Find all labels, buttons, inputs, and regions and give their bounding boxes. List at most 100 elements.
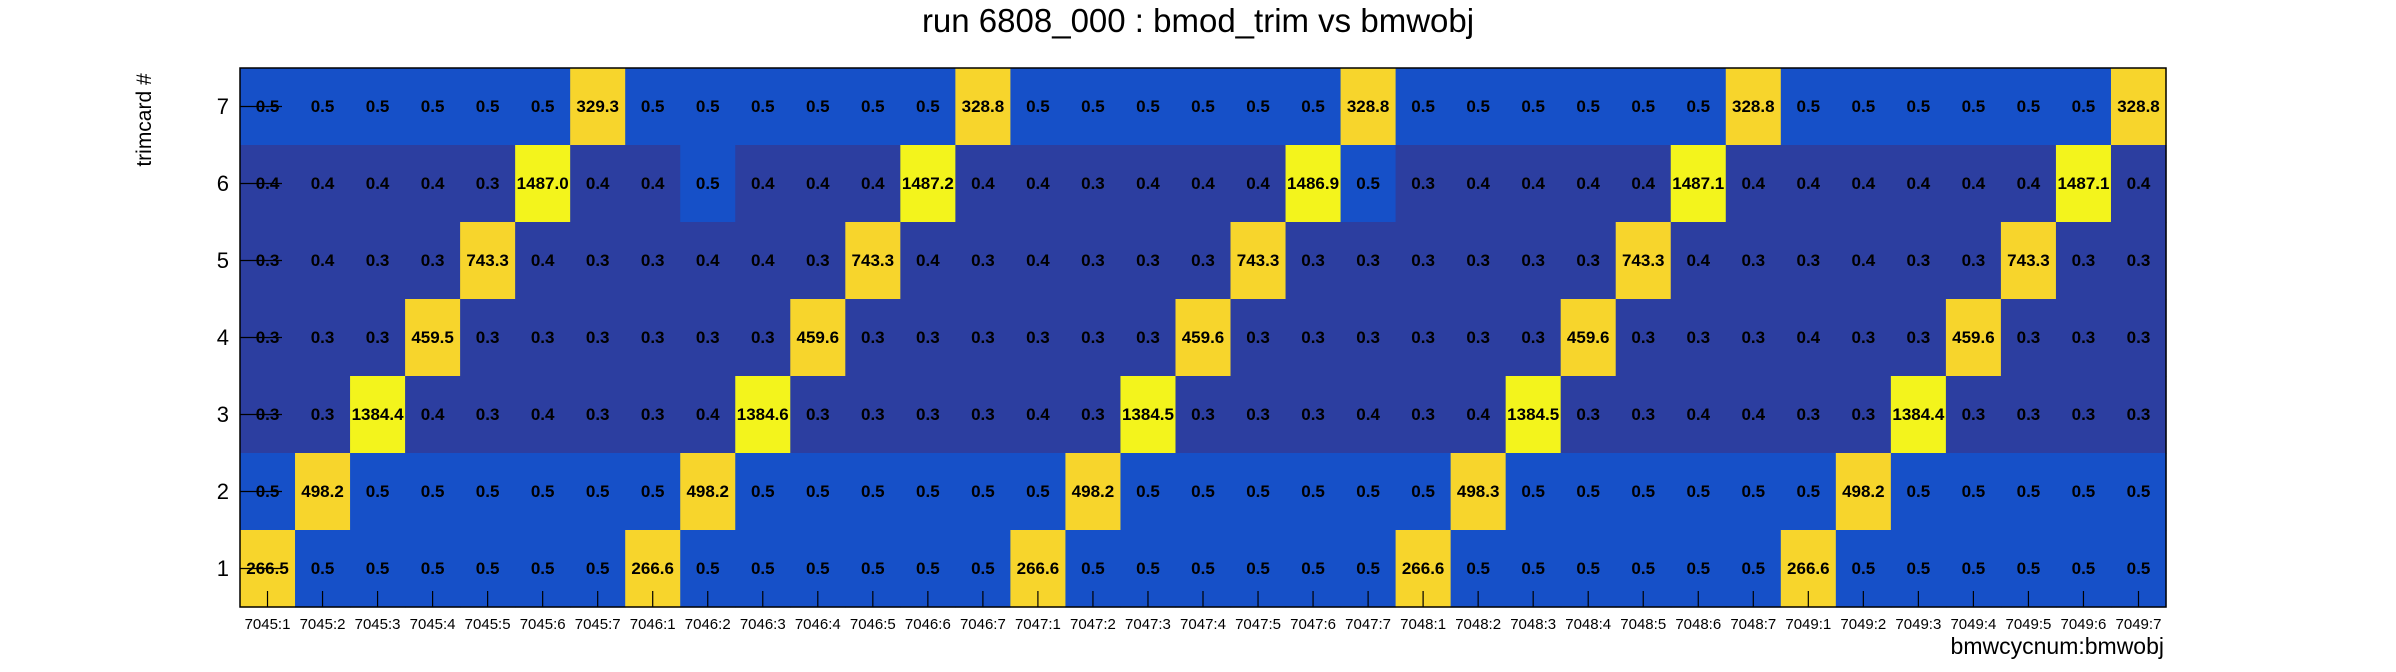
cell-value-label: 0.4 bbox=[1521, 174, 1545, 193]
heatmap-cell bbox=[295, 68, 351, 146]
heatmap-cell bbox=[2055, 145, 2112, 223]
cell-value-label: 0.5 bbox=[751, 97, 775, 116]
cell-value-label: 498.3 bbox=[1457, 482, 1500, 501]
cell-value-label: 743.3 bbox=[466, 251, 509, 270]
cell-value-label: 0.3 bbox=[641, 405, 665, 424]
heatmap-cell bbox=[900, 68, 956, 146]
heatmap-cell bbox=[845, 376, 901, 454]
x-tick-label: 7049:6 bbox=[2061, 616, 2107, 633]
cell-value-label: 0.5 bbox=[2017, 97, 2041, 116]
cell-value-label: 0.4 bbox=[1852, 251, 1876, 270]
x-tick-label: 7045:5 bbox=[465, 616, 511, 633]
heatmap-cell bbox=[1230, 68, 1287, 146]
cell-value-label: 0.4 bbox=[751, 251, 775, 270]
cell-value-label: 1487.0 bbox=[517, 174, 569, 193]
heatmap-cell bbox=[1560, 453, 1617, 531]
cell-value-label: 1487.1 bbox=[1672, 174, 1724, 193]
heatmap-cell bbox=[2110, 299, 2167, 377]
cell-value-label: 0.5 bbox=[366, 559, 390, 578]
heatmap-cell bbox=[625, 222, 681, 300]
x-tick-label: 7046:6 bbox=[905, 616, 951, 633]
heatmap-cell bbox=[1615, 145, 1672, 223]
cell-value-label: 0.4 bbox=[1796, 174, 1820, 193]
heatmap-cell bbox=[1670, 299, 1727, 377]
heatmap-cell bbox=[1230, 145, 1287, 223]
heatmap-cell bbox=[1395, 68, 1452, 146]
heatmap-cell bbox=[955, 299, 1011, 377]
cell-value-label: 498.2 bbox=[686, 482, 729, 501]
cell-value-label: 0.5 bbox=[421, 97, 445, 116]
heatmap-cell bbox=[1010, 299, 1067, 377]
cell-value-label: 0.3 bbox=[806, 405, 830, 424]
heatmap-cell bbox=[1285, 376, 1342, 454]
cell-value-label: 0.5 bbox=[1521, 482, 1545, 501]
cell-value-label: 0.3 bbox=[2072, 405, 2096, 424]
heatmap-cell bbox=[1670, 68, 1727, 146]
heatmap-cell bbox=[735, 222, 791, 300]
cell-value-label: 1487.1 bbox=[2057, 174, 2109, 193]
cell-value-label: 0.5 bbox=[861, 97, 885, 116]
cell-value-label: 1384.6 bbox=[737, 405, 789, 424]
cell-value-label: 0.3 bbox=[1521, 251, 1545, 270]
cell-value-label: 0.5 bbox=[806, 97, 830, 116]
heatmap-cell bbox=[2055, 299, 2112, 377]
cell-value-label: 0.5 bbox=[1081, 97, 1105, 116]
cell-value-label: 0.3 bbox=[916, 405, 940, 424]
heatmap-cell bbox=[515, 376, 571, 454]
cell-value-label: 0.4 bbox=[366, 174, 390, 193]
cell-value-label: 0.5 bbox=[1301, 97, 1325, 116]
cell-value-label: 0.5 bbox=[971, 559, 995, 578]
heatmap-cell bbox=[680, 299, 736, 377]
heatmap-cells bbox=[240, 68, 2167, 608]
cell-value-label: 0.5 bbox=[1686, 559, 1710, 578]
cell-value-label: 459.6 bbox=[1952, 328, 1995, 347]
heatmap-cell bbox=[955, 453, 1011, 531]
cell-value-label: 0.5 bbox=[1631, 559, 1655, 578]
cell-value-label: 0.3 bbox=[861, 328, 885, 347]
cell-value-label: 0.4 bbox=[311, 251, 335, 270]
heatmap-cell bbox=[735, 68, 791, 146]
cell-value-label: 0.4 bbox=[641, 174, 665, 193]
heatmap-cell bbox=[2055, 453, 2112, 531]
heatmap-cell bbox=[1890, 68, 1947, 146]
heatmap-cell bbox=[1450, 68, 1507, 146]
cell-value-label: 0.5 bbox=[2127, 482, 2151, 501]
cell-value-label: 0.5 bbox=[641, 482, 665, 501]
cell-value-label: 0.5 bbox=[861, 559, 885, 578]
cell-value-label: 0.3 bbox=[1852, 405, 1876, 424]
cell-value-label: 0.4 bbox=[1796, 328, 1820, 347]
cell-value-label: 498.2 bbox=[301, 482, 344, 501]
heatmap-cell bbox=[1175, 376, 1232, 454]
cell-value-label: 743.3 bbox=[1622, 251, 1665, 270]
heatmap-cell bbox=[2110, 376, 2167, 454]
cell-value-label: 0.4 bbox=[421, 174, 445, 193]
heatmap-cell bbox=[350, 145, 406, 223]
heatmap-cell bbox=[1725, 68, 1782, 146]
y-tick-label: 3 bbox=[217, 402, 229, 427]
cell-value-label: 0.3 bbox=[641, 251, 665, 270]
heatmap-cell bbox=[405, 376, 461, 454]
cell-value-label: 0.5 bbox=[1796, 482, 1820, 501]
heatmap-cell bbox=[570, 145, 626, 223]
heatmap-cell bbox=[570, 376, 626, 454]
heatmap-cell bbox=[295, 222, 351, 300]
heatmap-cell bbox=[735, 453, 791, 531]
heatmap-cell bbox=[1010, 453, 1067, 531]
heatmap-cell bbox=[460, 222, 516, 300]
x-tick-label: 7046:4 bbox=[795, 616, 841, 633]
heatmap-cell bbox=[350, 376, 406, 454]
heatmap-cell bbox=[625, 145, 681, 223]
cell-value-label: 0.4 bbox=[1686, 405, 1710, 424]
x-tick-label: 7048:4 bbox=[1565, 616, 1611, 633]
cell-value-label: 0.4 bbox=[311, 174, 335, 193]
heatmap-cell bbox=[1230, 222, 1287, 300]
cell-value-label: 0.5 bbox=[1962, 97, 1986, 116]
cell-value-label: 0.4 bbox=[586, 174, 610, 193]
heatmap-cell bbox=[1505, 222, 1562, 300]
cell-value-label: 0.4 bbox=[1356, 405, 1380, 424]
cell-value-label: 1384.5 bbox=[1122, 405, 1174, 424]
cell-value-label: 0.3 bbox=[1741, 328, 1765, 347]
x-tick-label: 7047:5 bbox=[1235, 616, 1281, 633]
cell-value-label: 0.5 bbox=[1246, 559, 1270, 578]
